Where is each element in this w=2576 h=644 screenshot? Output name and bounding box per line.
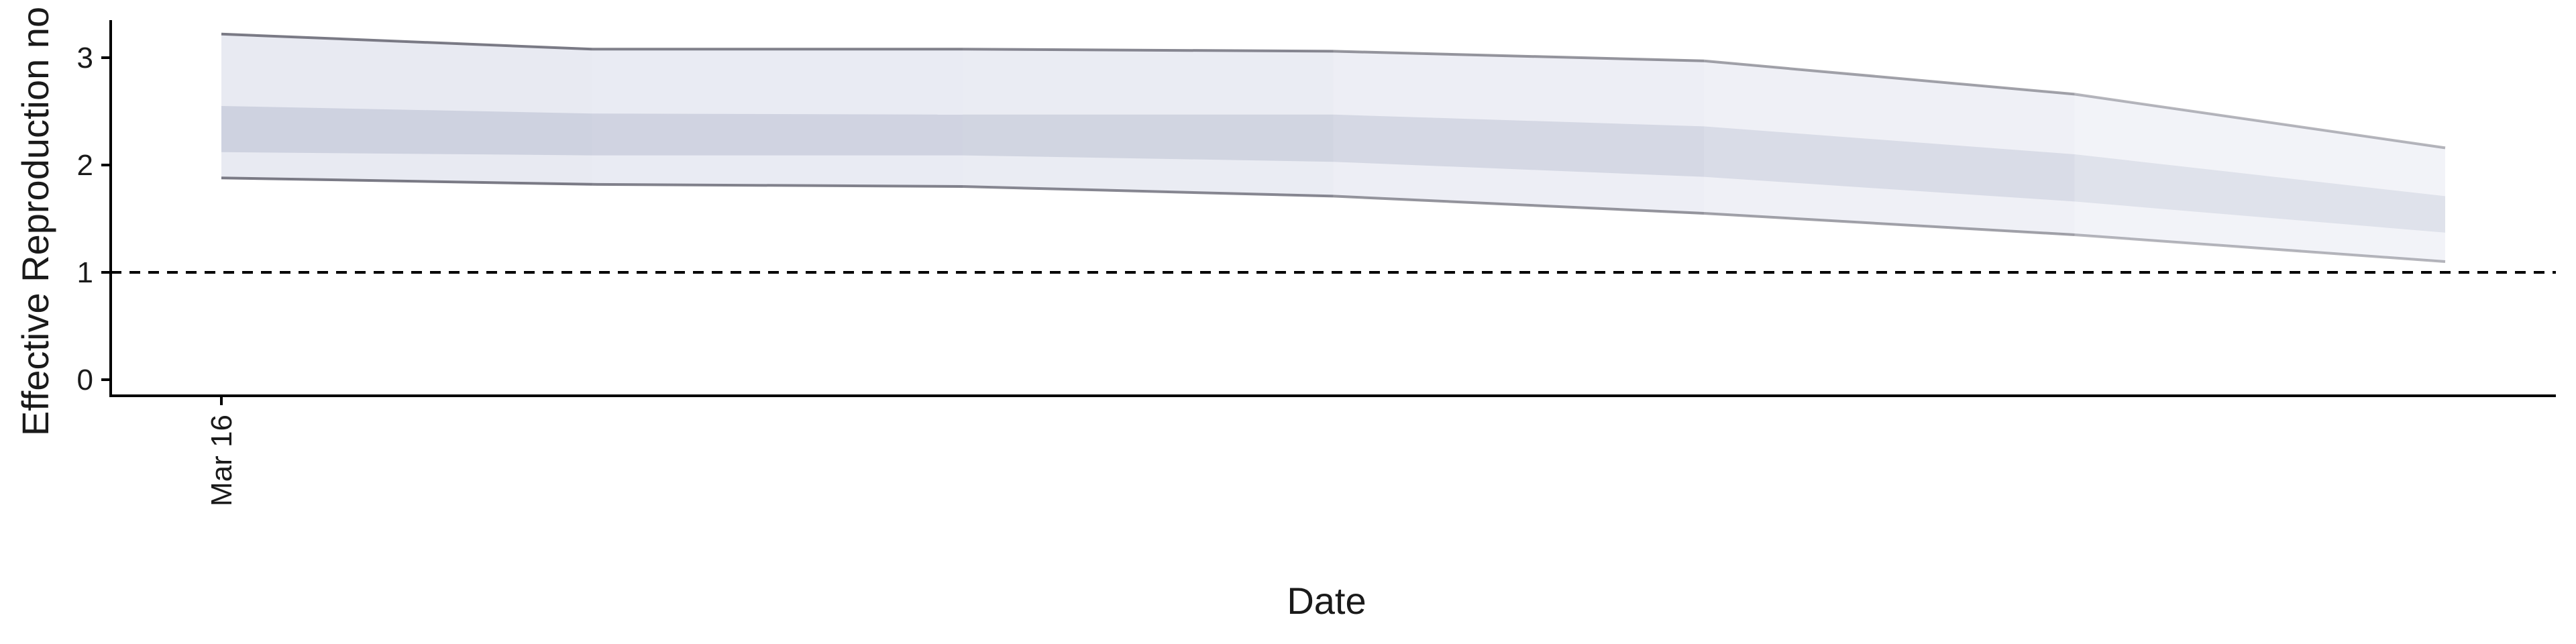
ci-50-segment bbox=[2074, 154, 2445, 233]
ci-90-lower-edge bbox=[1703, 212, 2075, 236]
y-axis-ticks: 0 1 2 3 bbox=[77, 42, 111, 396]
x-axis-ticks: Mar 16 bbox=[205, 396, 238, 506]
ci-90-lower-edge bbox=[221, 176, 592, 186]
y-tick-label: 0 bbox=[77, 364, 93, 396]
ci-50-band bbox=[221, 106, 2445, 233]
y-tick-label: 3 bbox=[77, 42, 93, 74]
ci-90-segment bbox=[2074, 94, 2445, 262]
ci-50-segment bbox=[963, 114, 1334, 162]
ci-90-edges bbox=[221, 32, 2446, 263]
ci-50-segment bbox=[592, 113, 963, 156]
y-tick-label: 1 bbox=[77, 256, 93, 289]
y-axis-title: Effective Reproduction no bbox=[14, 7, 56, 436]
ci-50-segment bbox=[221, 106, 592, 156]
x-tick-label: Mar 16 bbox=[205, 415, 238, 506]
ci-90-lower-edge bbox=[2074, 233, 2446, 263]
ci-50-segment bbox=[1333, 114, 1704, 177]
ci-90-upper-edge bbox=[221, 32, 592, 51]
ci-90-upper-edge bbox=[2074, 93, 2446, 150]
y-tick-label: 2 bbox=[77, 149, 93, 182]
ci-90-lower-edge bbox=[962, 185, 1334, 198]
ci-90-upper-edge bbox=[1703, 59, 2075, 96]
ci-90-lower-edge bbox=[1333, 195, 1705, 215]
ci-50-segment bbox=[1704, 126, 2075, 202]
ci-90-upper-edge bbox=[962, 48, 1334, 53]
ci-90-lower-edge bbox=[592, 182, 963, 188]
ci-90-upper-edge bbox=[1333, 50, 1705, 62]
x-axis-title: Date bbox=[1287, 580, 1366, 622]
